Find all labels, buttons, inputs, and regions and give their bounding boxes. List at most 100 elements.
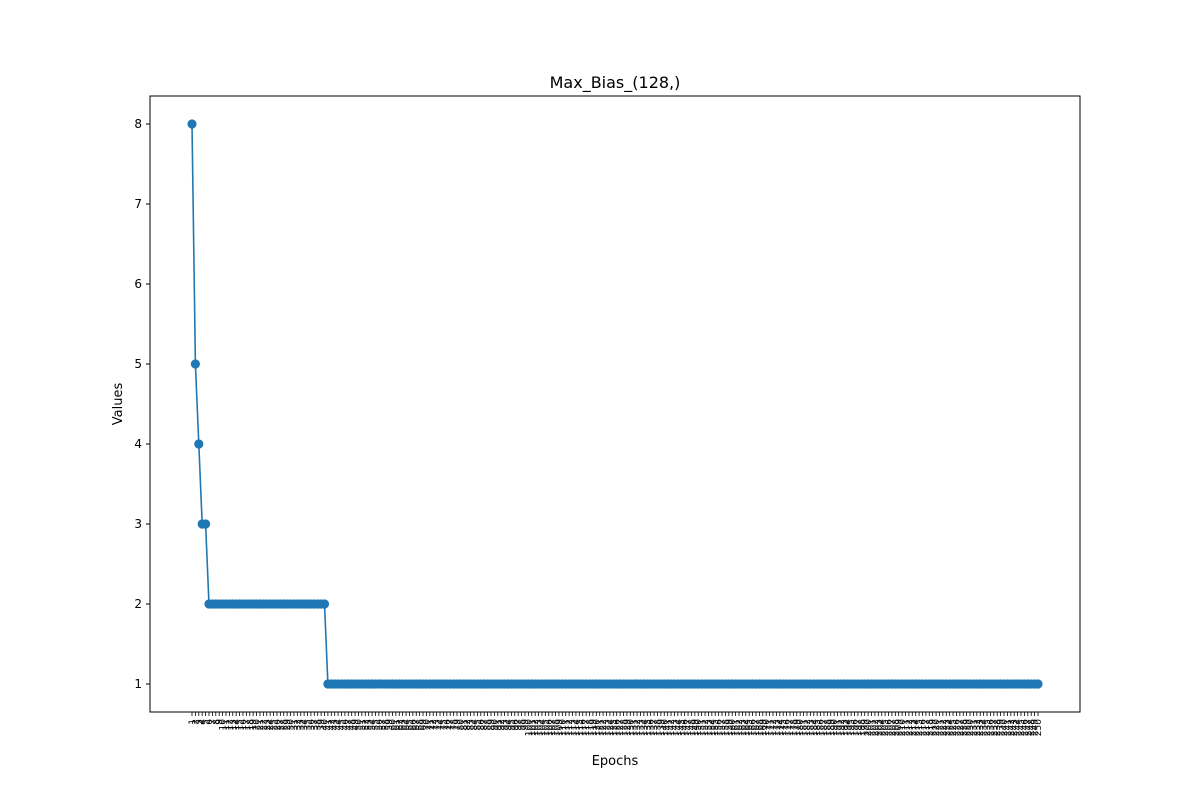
- x-tick-label: 160: [728, 719, 738, 736]
- x-tick-label: 14: [232, 719, 242, 731]
- x-tick-label: 82: [463, 719, 473, 730]
- x-tick-label: 99: [521, 719, 531, 731]
- data-point: [187, 119, 197, 129]
- x-tick-label: 171: [766, 719, 776, 736]
- x-tick-label: 34: [300, 719, 310, 731]
- chart-title: Max_Bias_(128,): [550, 73, 681, 93]
- x-tick-label: 107: [548, 719, 558, 736]
- x-tick-label: 197: [854, 719, 864, 736]
- x-tick-label: 31: [290, 719, 300, 730]
- x-tick-label: 229: [963, 719, 973, 736]
- x-tick-label: 39: [317, 719, 327, 731]
- x-tick-label: 193: [840, 719, 850, 736]
- y-tick-label: 4: [134, 437, 142, 451]
- x-tick-label: 156: [715, 719, 725, 736]
- x-tick-label: 132: [633, 719, 643, 736]
- x-tick-label: 78: [450, 719, 460, 731]
- x-tick-label: 76: [443, 719, 453, 731]
- x-tick-label: 23: [263, 719, 273, 730]
- x-tick-label: 153: [704, 719, 714, 736]
- x-tick-label: 181: [800, 719, 810, 736]
- x-tick-label: 180: [796, 719, 806, 736]
- x-tick-label: 81: [460, 719, 470, 730]
- x-tick-label: 224: [946, 719, 956, 736]
- x-tick-label: 248: [1027, 719, 1037, 736]
- x-tick-label: 64: [402, 719, 412, 731]
- x-tick-label: 204: [878, 719, 888, 736]
- x-tick-label: 84: [470, 719, 480, 731]
- x-tick-label: 72: [429, 719, 439, 730]
- x-tick-label: 126: [613, 719, 623, 736]
- x-tick-label: 63: [399, 719, 409, 730]
- x-tick-label: 149: [691, 719, 701, 736]
- plot-frame: [149, 95, 1081, 713]
- y-axis: 1 2 3 4 5 6 7 8: [134, 117, 150, 691]
- x-tick-label: 186: [817, 719, 827, 736]
- x-tick-label: 93: [501, 719, 511, 730]
- x-tick-label: 241: [1003, 719, 1013, 736]
- x-tick-label: 127: [616, 719, 626, 736]
- x-tick-label: 26: [273, 719, 283, 731]
- y-tick-label: 6: [134, 277, 142, 291]
- y-tick-label: 3: [134, 517, 142, 531]
- x-tick-label: 196: [851, 719, 861, 736]
- x-tick-label: 147: [684, 719, 694, 736]
- x-tick-label: 48: [348, 719, 358, 731]
- x-tick-label: 217: [922, 719, 932, 736]
- x-tick-label: 111: [562, 719, 572, 736]
- x-tick-label: 151: [698, 719, 708, 736]
- x-tick-label: 227: [956, 719, 966, 736]
- x-tick-label: 169: [759, 719, 769, 736]
- x-tick-label: 45: [337, 719, 347, 730]
- x-tick-label: 113: [569, 719, 579, 736]
- x-tick-label: 216: [918, 719, 928, 736]
- x-tick-label: 159: [725, 719, 735, 736]
- x-tick-label: 59: [385, 719, 395, 731]
- x-tick-label: 176: [783, 719, 793, 736]
- x-tick-label: 103: [535, 719, 545, 736]
- x-tick-label: 58: [382, 719, 392, 731]
- x-tick-label: 135: [643, 719, 653, 736]
- x-tick-label: 22: [259, 719, 269, 730]
- x-tick-label: 167: [752, 719, 762, 736]
- x-tick-label: 238: [993, 719, 1003, 736]
- x-tick-label: 51: [358, 719, 368, 730]
- x-tick-label: 70: [422, 719, 432, 731]
- x-tick-label: 98: [518, 719, 528, 731]
- x-tick-label: 143: [670, 719, 680, 736]
- x-tick-label: 68: [416, 719, 426, 731]
- x-tick-label: 200: [864, 719, 874, 736]
- x-tick-label: 125: [609, 719, 619, 736]
- x-tick-label: 183: [806, 719, 816, 736]
- x-tick-label: 61: [392, 719, 402, 730]
- x-tick-label: 179: [793, 719, 803, 736]
- x-tick-label: 47: [344, 719, 354, 730]
- x-tick-label: 212: [905, 719, 915, 736]
- x-tick-label: 94: [504, 719, 514, 731]
- x-tick-label: 7: [208, 719, 218, 725]
- x-tick-label: 230: [966, 719, 976, 736]
- x-tick-label: 35: [304, 719, 314, 730]
- x-tick-label: 240: [1000, 719, 1010, 736]
- x-tick-label: 20: [253, 719, 263, 731]
- x-axis: 1234567891011121314151617181920212223242…: [188, 712, 1044, 736]
- x-tick-label: 19: [249, 719, 259, 731]
- x-tick-label: 4: [198, 719, 208, 725]
- x-tick-label: 21: [256, 719, 266, 730]
- x-tick-label: 231: [969, 719, 979, 736]
- x-tick-label: 91: [494, 719, 504, 730]
- x-tick-label: 223: [942, 719, 952, 736]
- x-tick-label: 2: [191, 719, 201, 725]
- x-tick-label: 90: [490, 719, 500, 731]
- x-tick-label: 170: [762, 719, 772, 736]
- x-tick-label: 96: [511, 719, 521, 731]
- x-tick-label: 163: [738, 719, 748, 736]
- y-axis-label: Values: [111, 383, 126, 426]
- x-tick-label: 86: [477, 719, 487, 731]
- x-tick-label: 62: [395, 719, 405, 730]
- x-tick-label: 205: [881, 719, 891, 736]
- y-tick-label: 8: [134, 117, 142, 131]
- x-tick-label: 71: [426, 719, 436, 730]
- x-tick-label: 9: [215, 719, 225, 725]
- x-tick-label: 66: [409, 719, 419, 731]
